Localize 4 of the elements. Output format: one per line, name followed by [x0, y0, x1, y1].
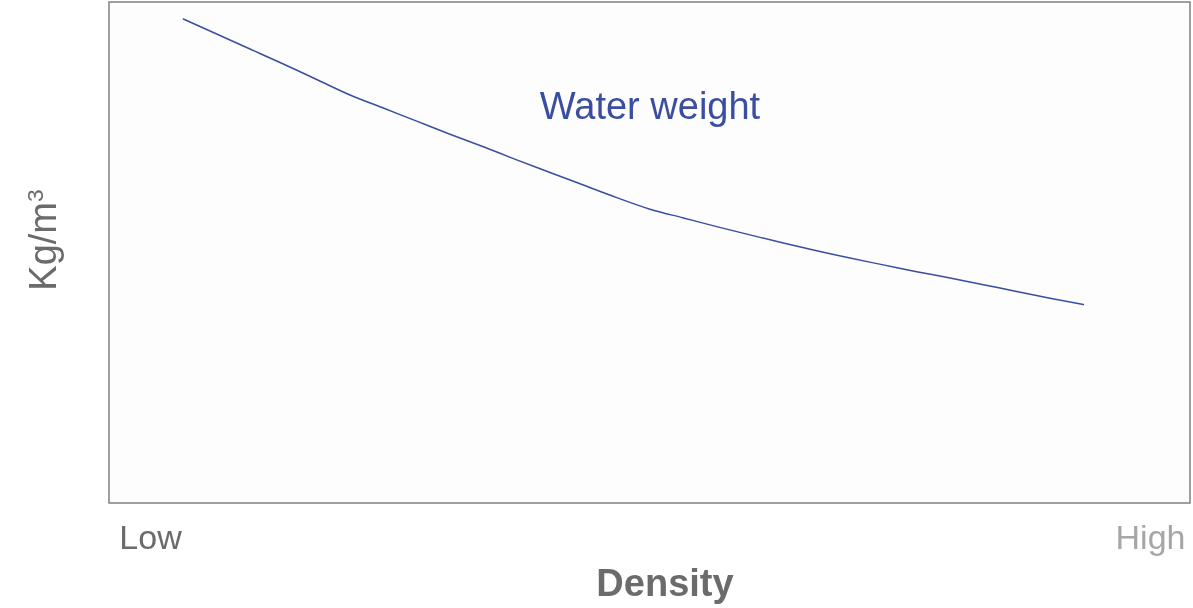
- series-label: Water weight: [539, 85, 761, 128]
- x-axis-title: Density: [596, 562, 734, 604]
- x-tick-label: Low: [119, 518, 183, 557]
- x-tick-label: High: [1115, 518, 1186, 557]
